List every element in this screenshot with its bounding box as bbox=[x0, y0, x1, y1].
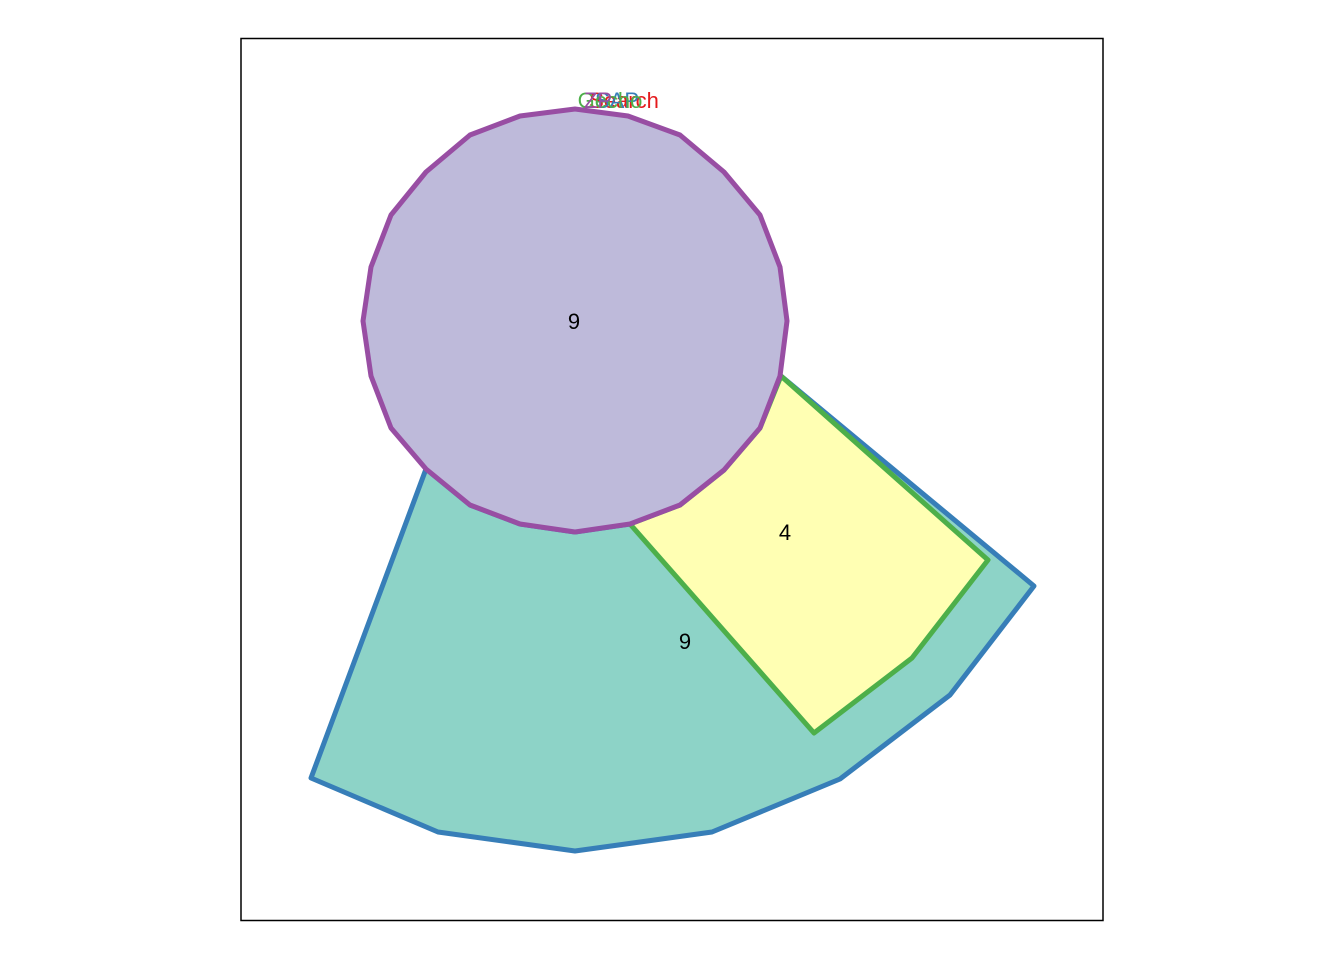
count-zp: 9 bbox=[568, 309, 580, 334]
set-label-sap: SAP bbox=[595, 88, 639, 113]
set-label-search: Search bbox=[589, 88, 659, 113]
plot-frame bbox=[240, 37, 1104, 922]
count-sap: 9 bbox=[679, 629, 691, 654]
set-label-gecho: Gecho bbox=[578, 88, 643, 113]
set-label-zp: ZP bbox=[584, 88, 612, 113]
count-sap-gecho: 4 bbox=[779, 520, 791, 545]
zp-region bbox=[360, 106, 790, 535]
